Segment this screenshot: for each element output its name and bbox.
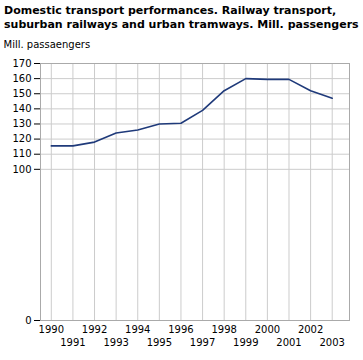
- svg-text:120: 120: [12, 133, 31, 144]
- svg-text:1997: 1997: [190, 336, 215, 347]
- svg-text:Mill. passaengers: Mill. passaengers: [4, 38, 91, 49]
- html-text:Domestic transport performance: Domestic transport performances. Railway…: [4, 4, 359, 32]
- svg-text:2002: 2002: [298, 323, 323, 334]
- svg-text:1996: 1996: [168, 323, 193, 334]
- svg-text:160: 160: [12, 72, 31, 83]
- svg-text:170: 170: [12, 57, 31, 68]
- svg-text:150: 150: [12, 88, 31, 99]
- svg-text:1999: 1999: [233, 336, 258, 347]
- svg-text:1993: 1993: [103, 336, 128, 347]
- svg-text:1994: 1994: [125, 323, 150, 334]
- svg-text:1991: 1991: [60, 336, 85, 347]
- svg-text:100: 100: [12, 163, 31, 174]
- svg-text:1990: 1990: [39, 323, 64, 334]
- svg-text:110: 110: [12, 148, 31, 159]
- svg-text:1992: 1992: [82, 323, 107, 334]
- svg-text:0: 0: [25, 314, 31, 325]
- svg-text:2001: 2001: [276, 336, 301, 347]
- svg-text:1998: 1998: [211, 323, 236, 334]
- svg-text:140: 140: [12, 103, 31, 114]
- svg-text:2000: 2000: [255, 323, 280, 334]
- svg-text:2003: 2003: [319, 336, 344, 347]
- svg-text:1995: 1995: [147, 336, 172, 347]
- svg-text:130: 130: [12, 118, 31, 129]
